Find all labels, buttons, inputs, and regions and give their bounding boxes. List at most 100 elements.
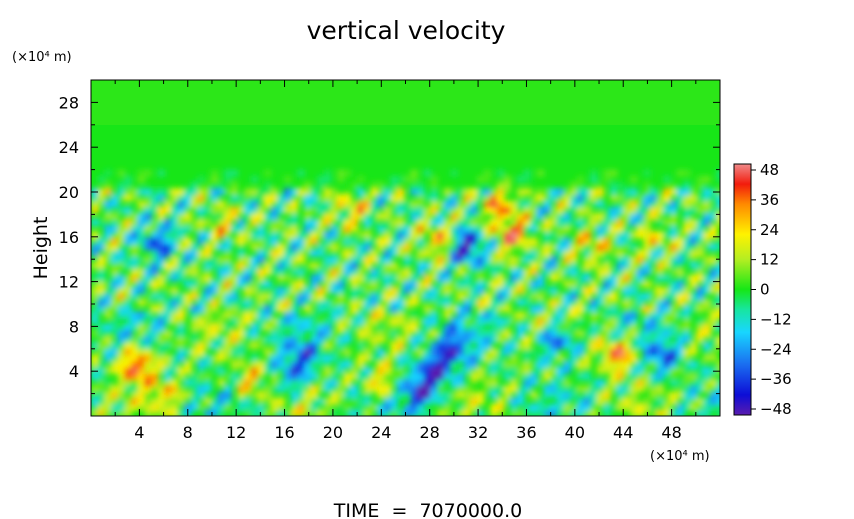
field-cell xyxy=(363,372,372,381)
field-cell xyxy=(510,354,518,362)
field-cell xyxy=(363,305,372,313)
field-cell xyxy=(310,286,319,294)
field-cell xyxy=(516,212,525,220)
field-cell xyxy=(403,262,412,270)
field-cell xyxy=(596,188,605,196)
field-cell xyxy=(629,175,638,183)
field-cell xyxy=(570,385,578,393)
field-cell xyxy=(450,249,458,257)
field-cell xyxy=(197,403,206,411)
field-cell xyxy=(377,243,385,251)
field-cell xyxy=(629,200,638,208)
field-cell xyxy=(297,360,305,368)
field-cell xyxy=(290,299,299,307)
field-cell xyxy=(636,218,645,227)
field-cell xyxy=(217,218,226,227)
field-cell xyxy=(523,385,532,393)
field-cell xyxy=(257,292,265,300)
field-cell xyxy=(397,379,405,387)
field-cell xyxy=(456,292,465,300)
field-cell xyxy=(496,385,505,393)
field-cell xyxy=(490,218,498,227)
field-cell xyxy=(190,305,199,313)
field-cell xyxy=(323,212,332,220)
field-cell xyxy=(550,409,558,416)
field-cell xyxy=(689,372,698,381)
field-cell xyxy=(397,206,405,214)
field-cell xyxy=(303,391,312,399)
field-cell xyxy=(264,231,272,239)
field-cell xyxy=(423,385,432,393)
field-cell xyxy=(190,274,199,282)
field-cell xyxy=(264,188,272,196)
field-cell xyxy=(383,329,392,337)
field-cell xyxy=(363,329,372,337)
field-cell xyxy=(117,255,126,263)
field-cell xyxy=(377,231,385,239)
field-cell xyxy=(357,335,365,344)
field-cell xyxy=(496,280,505,288)
field-cell xyxy=(683,181,691,190)
field-cell xyxy=(423,397,432,405)
field-cell xyxy=(303,348,312,356)
field-cell xyxy=(197,280,206,288)
field-cell xyxy=(669,206,678,214)
field-cell xyxy=(689,206,698,214)
field-cell xyxy=(170,360,179,368)
field-cell xyxy=(337,286,345,294)
field-cell xyxy=(543,249,552,257)
field-cell xyxy=(716,212,720,220)
field-cell xyxy=(197,385,206,393)
field-cell xyxy=(144,299,152,307)
field-cell xyxy=(283,286,292,294)
field-cell xyxy=(590,280,598,288)
field-cell xyxy=(629,305,638,313)
field-cell xyxy=(184,212,192,220)
field-cell xyxy=(250,292,259,300)
field-cell xyxy=(590,397,598,405)
field-cell xyxy=(303,366,312,374)
field-cell xyxy=(197,299,206,307)
field-cell xyxy=(111,385,119,393)
field-cell xyxy=(596,299,605,307)
field-cell xyxy=(456,335,465,344)
field-cell xyxy=(264,360,272,368)
field-cell xyxy=(130,397,139,405)
field-cell xyxy=(323,175,332,183)
field-cell xyxy=(490,237,498,245)
field-cell xyxy=(323,286,332,294)
field-cell xyxy=(190,348,199,356)
field-cell xyxy=(550,323,558,331)
field-cell xyxy=(104,379,112,387)
field-cell xyxy=(363,274,372,282)
field-cell xyxy=(503,262,512,270)
field-cell xyxy=(476,188,485,196)
field-cell xyxy=(563,335,572,344)
field-cell xyxy=(317,181,325,190)
field-cell xyxy=(230,342,239,350)
field-cell xyxy=(437,268,445,276)
field-cell xyxy=(124,305,132,313)
field-cell xyxy=(363,317,372,325)
field-cell xyxy=(204,218,212,227)
field-cell xyxy=(350,243,359,251)
field-cell xyxy=(330,274,339,282)
field-cell xyxy=(643,305,651,313)
field-cell xyxy=(649,311,658,319)
field-cell xyxy=(177,317,186,325)
field-cell xyxy=(164,409,172,416)
field-cell xyxy=(117,280,126,288)
field-cell xyxy=(164,379,172,387)
field-cell xyxy=(237,194,246,202)
field-cell xyxy=(283,237,292,245)
field-cell xyxy=(550,385,558,393)
field-cell xyxy=(696,218,705,227)
field-cell xyxy=(430,218,438,227)
field-cell xyxy=(543,311,552,319)
field-cell xyxy=(623,305,631,313)
field-cell xyxy=(430,354,438,362)
field-cell xyxy=(97,292,106,300)
field-cell xyxy=(590,262,598,270)
field-cell xyxy=(297,249,305,257)
field-cell xyxy=(357,286,365,294)
